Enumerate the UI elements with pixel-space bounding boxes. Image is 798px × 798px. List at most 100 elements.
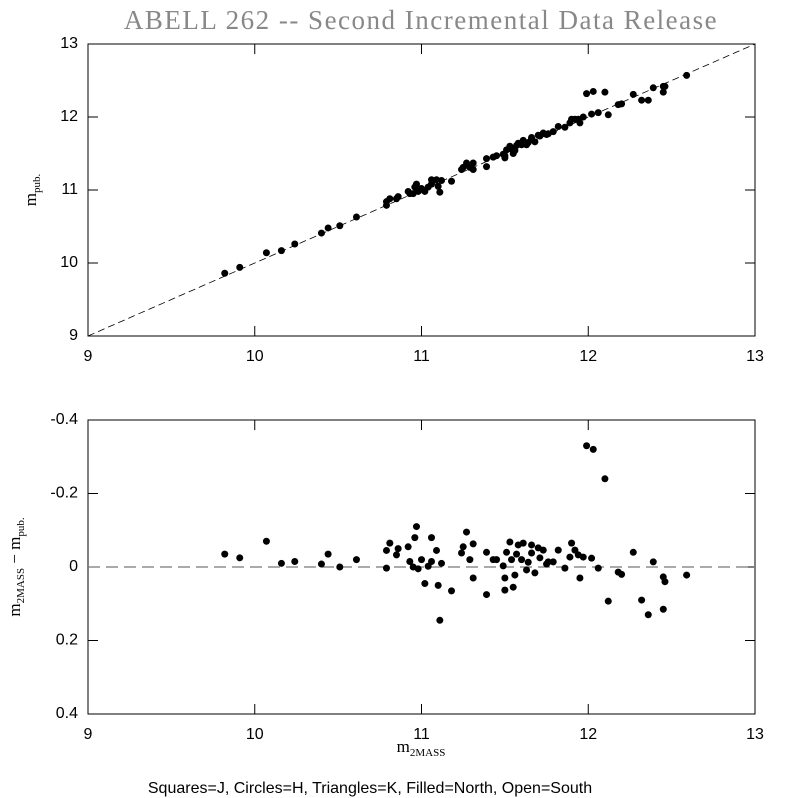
data-point [469, 540, 477, 548]
data-point [661, 578, 669, 586]
data-point [324, 224, 332, 232]
data-point [382, 564, 390, 572]
data-point [539, 546, 547, 554]
data-point [414, 565, 422, 573]
data-point [386, 195, 394, 203]
x-tick-label: 13 [746, 348, 764, 365]
data-point [317, 560, 325, 568]
data-point [466, 556, 474, 564]
data-point [469, 159, 477, 167]
data-point [434, 581, 442, 589]
data-point [618, 570, 626, 578]
data-point [506, 538, 514, 546]
data-point [601, 475, 609, 483]
data-point [511, 571, 519, 579]
y-axis-label-part: pub. [31, 174, 43, 194]
data-point [459, 543, 467, 551]
x-tick-label: 11 [413, 726, 430, 743]
data-point [503, 548, 511, 556]
data-point [644, 611, 652, 619]
data-point [576, 119, 584, 127]
y-tick-label: 13 [60, 35, 78, 52]
data-point [659, 605, 667, 613]
data-point [589, 445, 597, 453]
x-tick-label: 11 [413, 348, 430, 365]
data-point [528, 541, 536, 549]
y-tick-label: 11 [61, 181, 78, 198]
data-point [262, 249, 270, 257]
data-point [594, 564, 602, 572]
y-axis-label-part: m [5, 603, 24, 616]
data-point [638, 96, 646, 104]
y-tick-label: 0 [69, 558, 78, 575]
data-point [436, 616, 444, 624]
data-point [221, 269, 229, 277]
x-tick-label: 13 [746, 726, 764, 743]
data-point [618, 100, 626, 108]
data-point [352, 213, 360, 221]
data-point [661, 82, 669, 90]
data-point [579, 113, 587, 121]
data-point [392, 551, 400, 559]
data-point [448, 587, 456, 595]
data-point [428, 557, 436, 565]
data-point [382, 546, 390, 554]
data-point [421, 580, 429, 588]
data-point [493, 152, 501, 160]
data-point [394, 193, 402, 201]
y-tick-label: 0.4 [56, 705, 78, 722]
data-point [291, 557, 299, 565]
chart-title: ABELL 262 -- Second Incremental Data Rel… [124, 5, 718, 35]
data-point [683, 571, 691, 579]
data-point [508, 556, 516, 564]
data-point [428, 534, 436, 542]
data-point [519, 539, 527, 547]
data-point [458, 549, 466, 557]
y-axis-label-part: − m [5, 537, 24, 568]
data-point [436, 188, 444, 196]
data-point [433, 546, 441, 554]
data-point [291, 240, 299, 248]
x-tick-label: 12 [579, 348, 597, 365]
data-point [601, 88, 609, 96]
data-point [463, 528, 471, 536]
x-axis-label: m2MASS [397, 737, 446, 759]
data-point [483, 591, 491, 599]
data-point [448, 177, 456, 185]
data-point [531, 569, 539, 577]
data-point [589, 87, 597, 95]
data-point [336, 563, 344, 571]
x-tick-label: 10 [246, 348, 264, 365]
data-point [588, 554, 596, 562]
data-point [638, 596, 646, 604]
data-point [549, 558, 557, 566]
x-axis-label-part: m [397, 737, 410, 756]
data-point [501, 586, 509, 594]
data-point [499, 562, 507, 570]
data-point [554, 122, 562, 130]
data-point [221, 550, 229, 558]
data-point [412, 523, 420, 531]
data-point [406, 557, 414, 565]
data-point [352, 556, 360, 564]
data-point [594, 109, 602, 117]
y-axis-label: m2MASS − mpub. [5, 517, 27, 617]
data-point [324, 550, 332, 558]
data-point [629, 548, 637, 556]
data-point [649, 558, 657, 566]
footer-note: Squares=J, Circles=H, Triangles=K, Fille… [148, 780, 592, 797]
data-point [483, 163, 491, 171]
data-point [277, 247, 285, 255]
data-point [483, 548, 491, 556]
data-point [644, 96, 652, 104]
data-point [501, 154, 509, 162]
data-point [528, 549, 536, 557]
data-point [518, 556, 526, 564]
data-point [588, 110, 596, 118]
x-tick-label: 9 [84, 726, 93, 743]
data-point [629, 90, 637, 98]
data-point [394, 545, 402, 553]
data-point [524, 558, 532, 566]
y-tick-label: 9 [69, 327, 78, 344]
data-point [469, 166, 477, 174]
